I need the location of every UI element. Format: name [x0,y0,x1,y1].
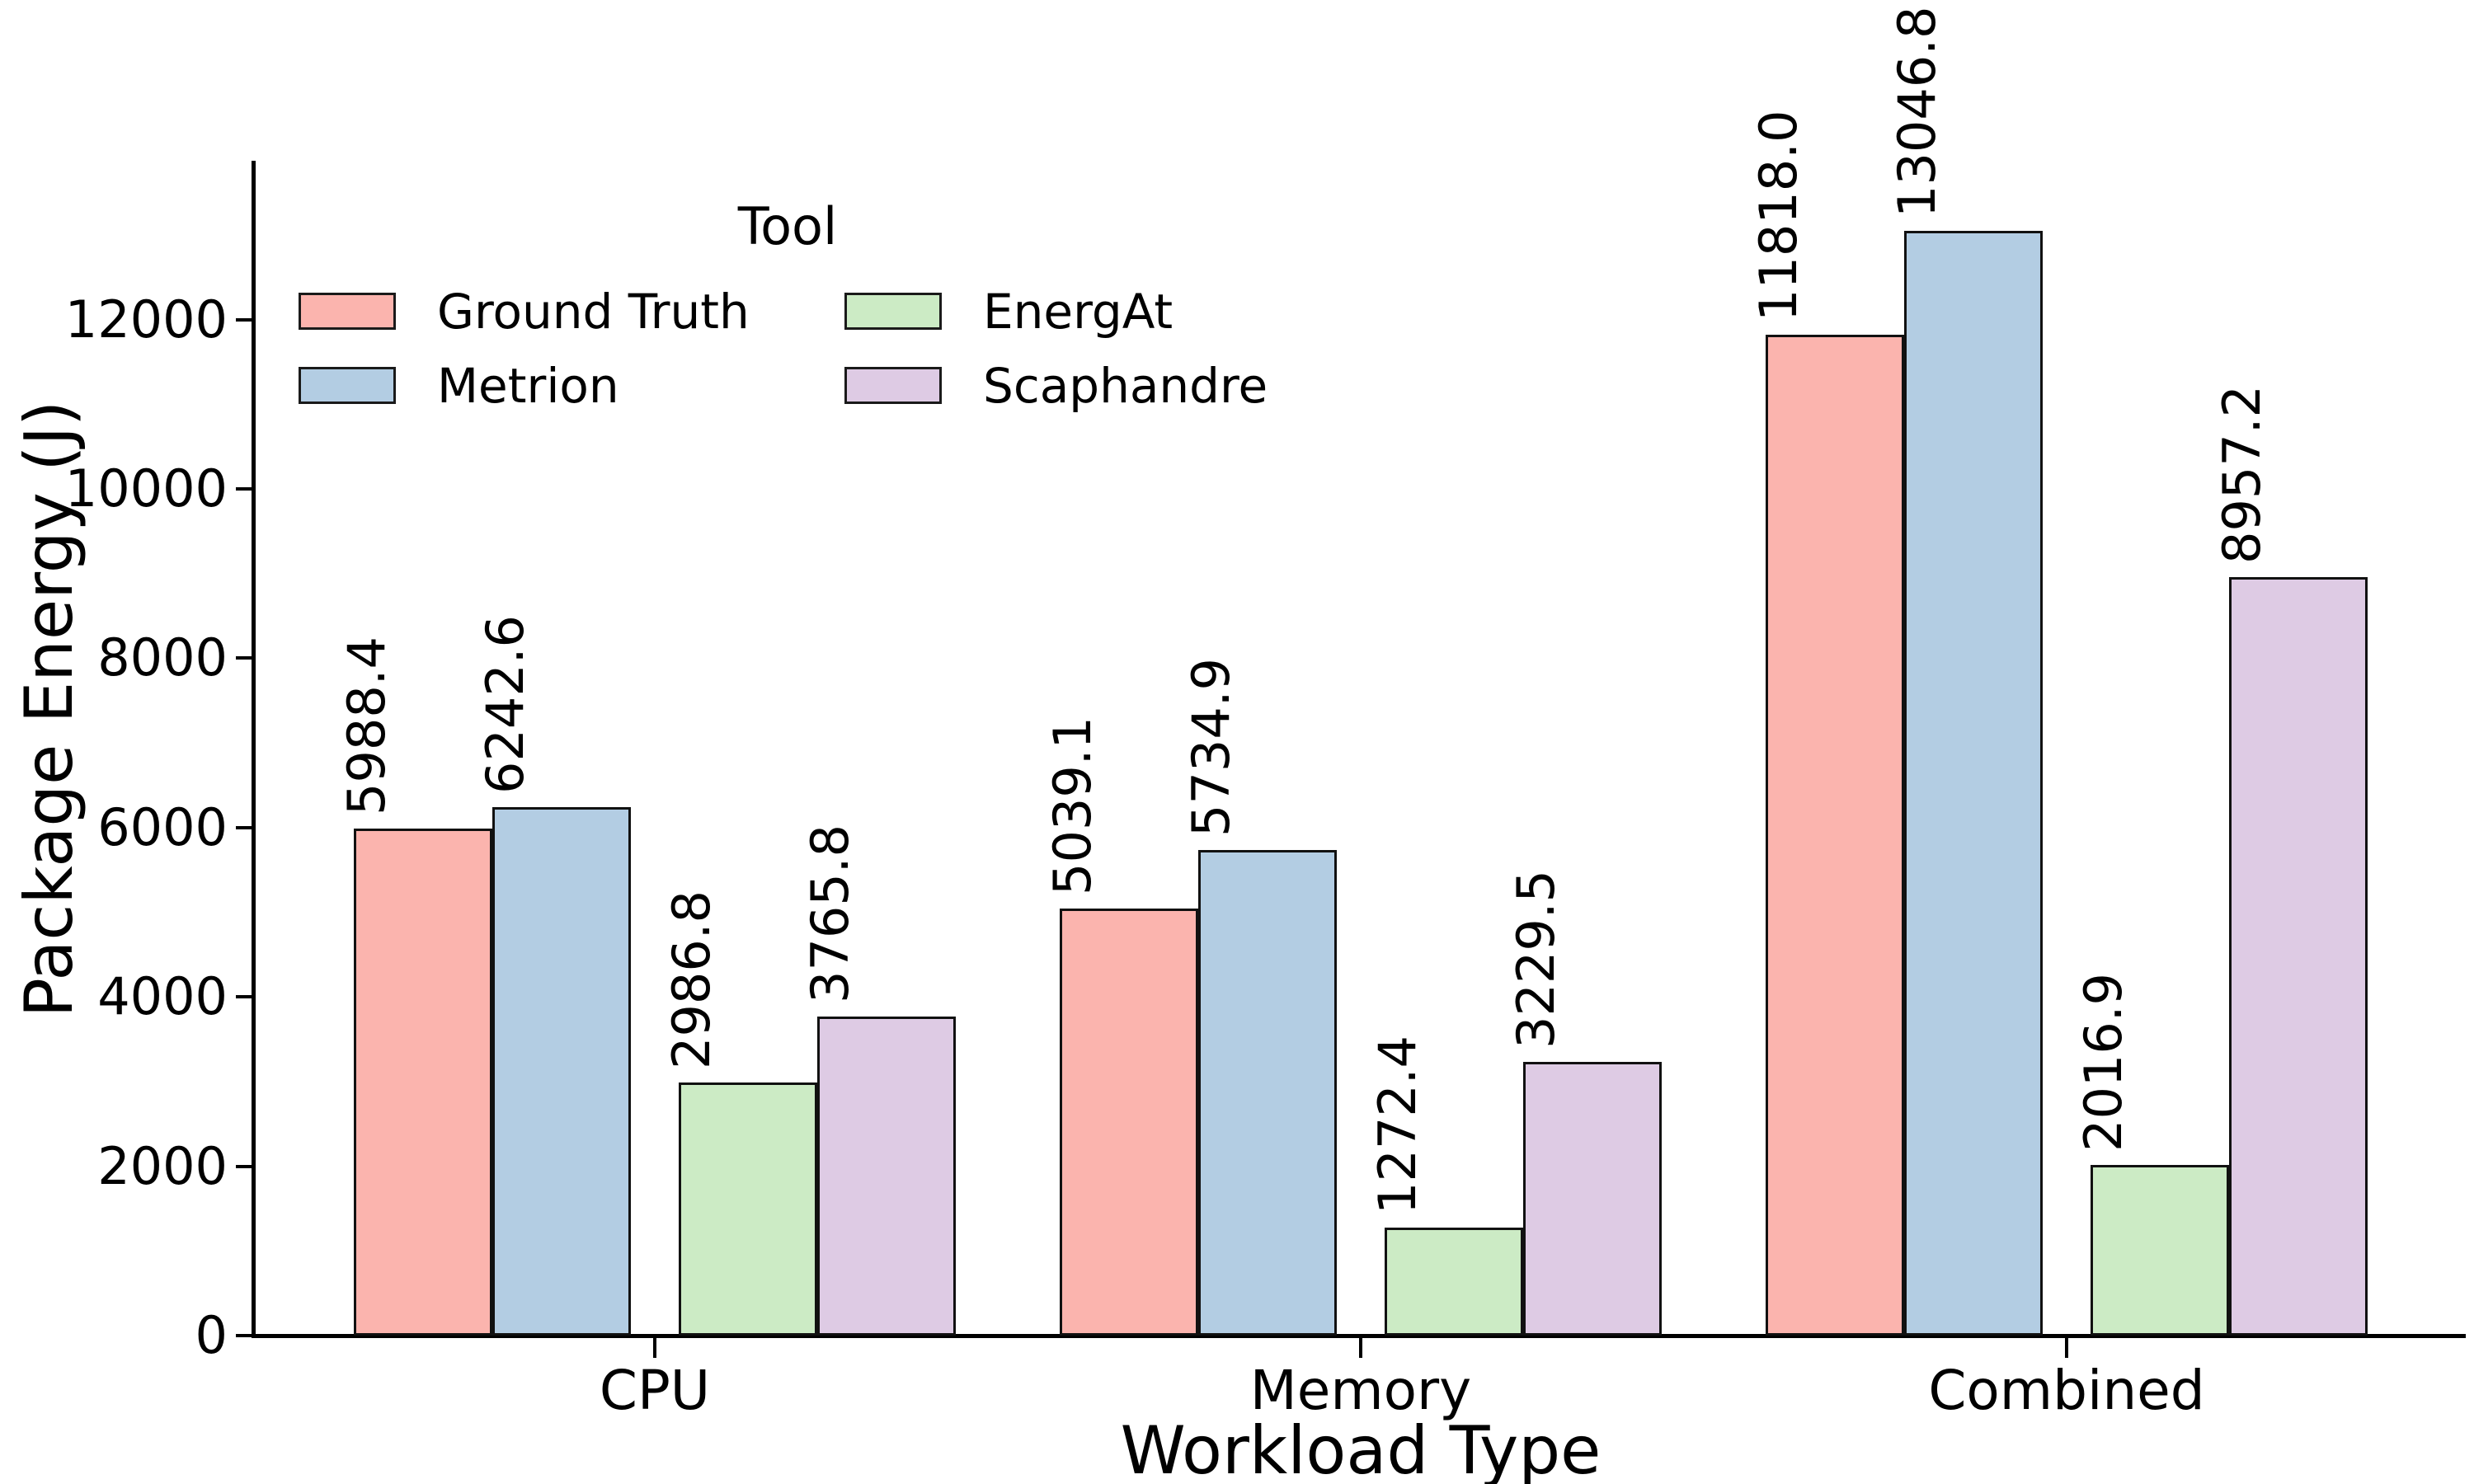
legend-swatch-ground-truth [299,293,396,330]
x-axis-label: Workload Type [1120,1412,1602,1484]
y-tick-mark [236,317,256,322]
y-tick-label: 0 [195,1305,228,1365]
x-tick-mark [2065,1338,2068,1358]
x-tick-label: Memory [1249,1359,1472,1422]
y-tick-label: 8000 [97,627,228,688]
y-tick-label: 12000 [64,289,228,350]
y-tick-label: 4000 [97,966,228,1027]
bar [1766,335,1904,1336]
y-tick-mark [236,656,256,660]
bar [1904,231,2043,1336]
y-axis-spine [252,161,256,1338]
bar-value-label: 5039.1 [1042,716,1103,896]
x-tick-mark [653,1338,656,1358]
bar [2229,577,2368,1336]
bar-value-label: 2016.9 [2073,972,2133,1152]
y-tick-label: 2000 [97,1135,228,1196]
bar-value-label: 5734.9 [1181,658,1241,837]
legend-label-scaphandre: Scaphandre [983,358,1268,414]
legend-title: Tool [737,196,838,256]
y-tick-mark [236,1164,256,1168]
bar-value-label: 11818.0 [1748,110,1808,322]
legend-label-ground-truth: Ground Truth [437,284,750,340]
bar-value-label: 13046.8 [1887,6,1947,218]
y-tick-label: 10000 [64,458,228,519]
bar [492,806,631,1336]
legend-label-energat: EnergAt [983,284,1174,340]
x-axis-spine [252,1334,2466,1338]
bar [817,1017,956,1336]
bar-value-label: 3765.8 [800,824,860,1004]
bar [1060,909,1198,1336]
bar [1523,1062,1662,1336]
bar-value-label: 5988.4 [336,636,397,815]
y-tick-mark [236,1334,256,1337]
y-tick-mark [236,486,256,491]
bar [1198,850,1337,1336]
legend-swatch-metrion [299,367,396,404]
bar [2091,1164,2229,1336]
y-tick-label: 6000 [97,796,228,857]
legend-label-metrion: Metrion [437,358,619,414]
bar [1385,1228,1523,1336]
y-tick-mark [236,995,256,999]
bar [354,828,492,1336]
bar-value-label: 8957.2 [2212,385,2272,565]
bar-value-label: 2986.8 [661,890,722,1070]
y-tick-mark [236,825,256,829]
bar-value-label: 6242.6 [475,614,535,794]
bar [679,1082,817,1336]
x-tick-label: CPU [599,1359,711,1422]
bar-value-label: 3229.5 [1506,870,1566,1050]
x-tick-mark [1359,1338,1362,1358]
legend-swatch-scaphandre [844,367,942,404]
x-tick-label: Combined [1928,1359,2205,1422]
bar-value-label: 1272.4 [1367,1036,1427,1215]
y-axis-label: Package Energy (J) [11,400,87,1018]
legend-swatch-energat [844,293,942,330]
